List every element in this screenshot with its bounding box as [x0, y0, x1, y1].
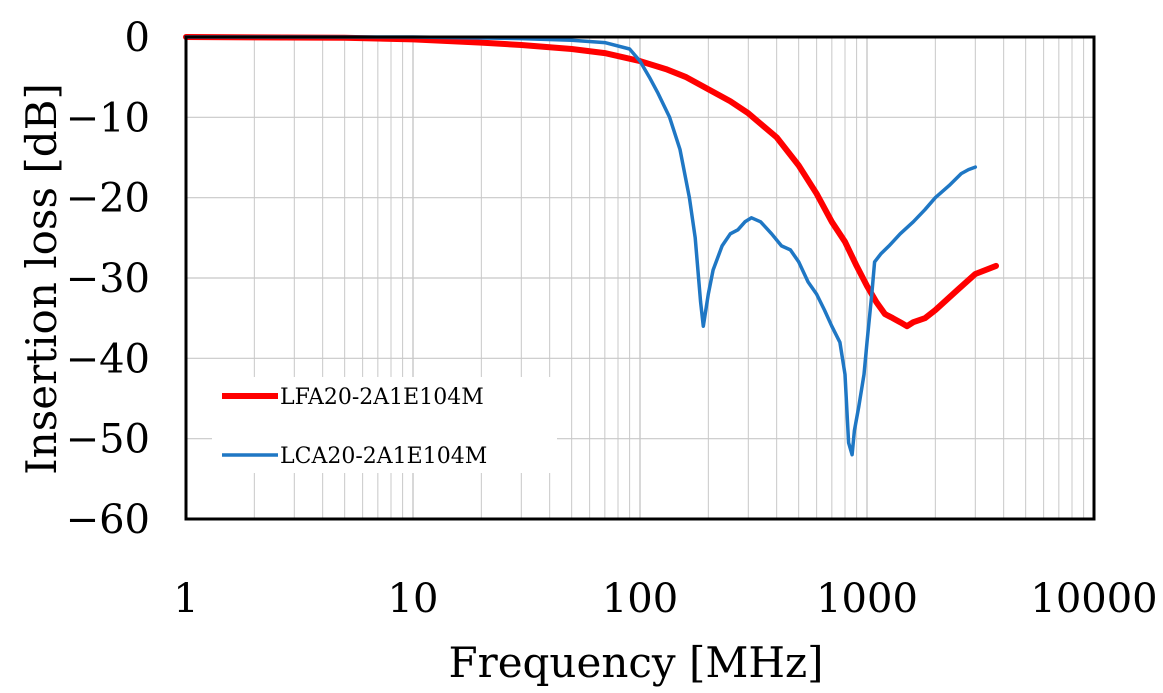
- series-line-2: [184, 35, 978, 457]
- y-tick-label: −60: [66, 497, 150, 543]
- series-line-1: [183, 34, 999, 330]
- grid-lines: [186, 37, 1094, 519]
- legend-label-1: LFA20-2A1E104M: [280, 385, 484, 410]
- x-tick-label: 10: [388, 576, 439, 622]
- x-tick-label: 10000: [1030, 576, 1157, 622]
- plot-area-frame: [184, 35, 1096, 521]
- y-tick-label: −10: [66, 95, 150, 141]
- x-tick-label: 1: [173, 576, 198, 622]
- series-lines: [183, 34, 999, 457]
- y-tick-label: −50: [66, 417, 150, 463]
- x-tick-labels: 1 10 100 1000 10000: [173, 576, 1157, 622]
- y-tick-label: 0: [125, 15, 150, 61]
- y-tick-label: −30: [66, 256, 150, 302]
- y-tick-labels: 0 −10 −20 −30 −40 −50 −60: [66, 15, 150, 543]
- y-tick-label: −20: [66, 176, 150, 222]
- y-tick-label: −40: [66, 336, 150, 382]
- x-tick-label: 1000: [816, 576, 918, 622]
- x-axis-label: Frequency [MHz]: [448, 638, 823, 687]
- legend: LFA20-2A1E104M LCA20-2A1E104M: [212, 377, 557, 473]
- legend-label-2: LCA20-2A1E104M: [280, 444, 487, 469]
- x-tick-label: 100: [602, 576, 678, 622]
- y-axis-label: Insertion loss [dB]: [17, 83, 66, 475]
